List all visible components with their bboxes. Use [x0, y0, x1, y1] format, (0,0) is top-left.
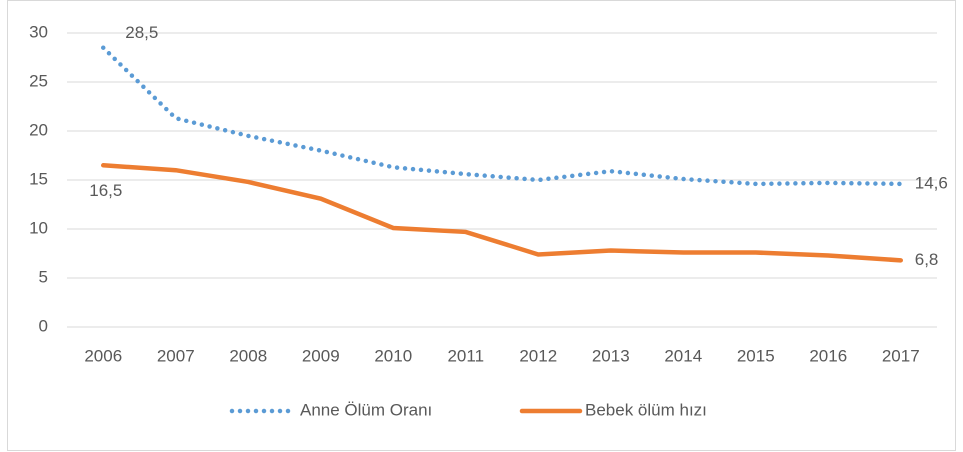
y-tick-label: 20: [29, 120, 48, 139]
x-tick-label: 2009: [302, 346, 340, 365]
x-tick-label: 2010: [374, 346, 412, 365]
x-tick-label: 2006: [84, 346, 122, 365]
y-tick-label: 30: [29, 22, 48, 41]
x-tick-label: 2007: [157, 346, 195, 365]
data-label: 16,5: [89, 181, 122, 200]
x-tick-label: 2011: [447, 346, 484, 365]
y-tick-label: 0: [39, 316, 48, 335]
data-line: [101, 163, 903, 263]
data-label: 6,8: [915, 250, 939, 269]
y-tick-label: 15: [29, 169, 48, 188]
legend-label: Bebek ölüm hızı: [585, 400, 707, 419]
y-tick-label: 25: [29, 71, 48, 90]
x-tick-label: 2015: [737, 346, 775, 365]
data-label: 14,6: [915, 173, 948, 192]
x-tick-label: 2017: [882, 346, 920, 365]
data-line: [101, 45, 903, 187]
legend-label: Anne Ölüm Oranı: [300, 400, 432, 419]
chart-border: [7, 0, 956, 451]
x-tick-label: 2012: [519, 346, 557, 365]
x-tick-label: 2013: [592, 346, 630, 365]
y-tick-label: 10: [29, 218, 48, 237]
x-tick-label: 2016: [809, 346, 847, 365]
data-label: 28,5: [125, 23, 158, 42]
y-tick-label: 5: [39, 267, 48, 286]
x-tick-label: 2014: [664, 346, 702, 365]
x-tick-label: 2008: [229, 346, 267, 365]
